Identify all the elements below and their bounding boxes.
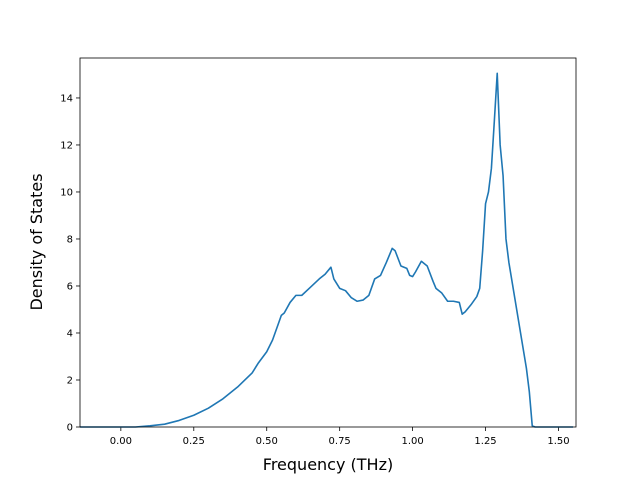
y-tick-label: 14 [60,93,73,104]
x-tick-label: 1.50 [547,436,569,447]
y-axis-label: Density of States [27,173,46,310]
y-tick-label: 2 [67,375,73,386]
y-tick-label: 6 [67,281,73,292]
x-tick-label: 0.50 [256,436,278,447]
y-tick-label: 4 [67,328,73,339]
y-axis-ticks: 0 2 4 6 8 10 12 14 [60,93,80,434]
x-tick-label: 1.25 [474,436,496,447]
x-axis-label: Frequency (THz) [263,455,393,474]
y-tick-label: 8 [67,234,73,245]
x-tick-label: 0.75 [329,436,351,447]
y-tick-label: 12 [60,140,73,151]
x-tick-label: 1.00 [401,436,423,447]
y-tick-label: 10 [60,187,73,198]
x-tick-label: 0.25 [183,436,205,447]
dos-series-line [80,72,574,428]
y-tick-label: 0 [67,423,73,434]
plot-area-frame [79,57,577,428]
x-axis-ticks: 0.00 0.25 0.50 0.75 1.00 1.25 1.50 [110,427,570,447]
x-tick-label: 0.00 [110,436,132,447]
